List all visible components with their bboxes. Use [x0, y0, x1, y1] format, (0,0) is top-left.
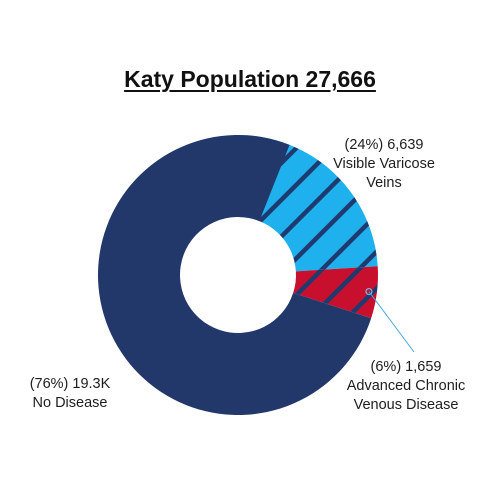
label-line: (76%) 19.3K: [29, 376, 111, 392]
slice-advanced-chronic-venous-disease: [293, 266, 378, 319]
label-line: (24%) 6,639: [344, 137, 424, 153]
leader-group: [365, 287, 415, 353]
slice-label-no-disease: (76%) 19.3K No Disease: [0, 375, 140, 413]
slice-label-advanced-chronic-venous-disease: (6%) 1,659 Advanced Chronic Venous Disea…: [322, 358, 490, 415]
slices-group: [98, 135, 378, 416]
leader-marker: [365, 287, 373, 296]
label-line: (6%) 1,659: [370, 359, 442, 375]
label-line: Visible Varicose: [333, 156, 435, 172]
label-line: Advanced Chronic: [346, 378, 466, 394]
slice-no-disease: [98, 135, 372, 416]
label-line: Venous Disease: [353, 397, 459, 413]
label-line: Veins: [366, 175, 402, 191]
leader-line: [368, 291, 415, 353]
slice-label-visible-varicose-veins: (24%) 6,639 Visible Varicose Veins: [300, 136, 468, 193]
chart-title: Katy Population 27,666: [124, 66, 376, 92]
label-line: No Disease: [32, 395, 108, 411]
